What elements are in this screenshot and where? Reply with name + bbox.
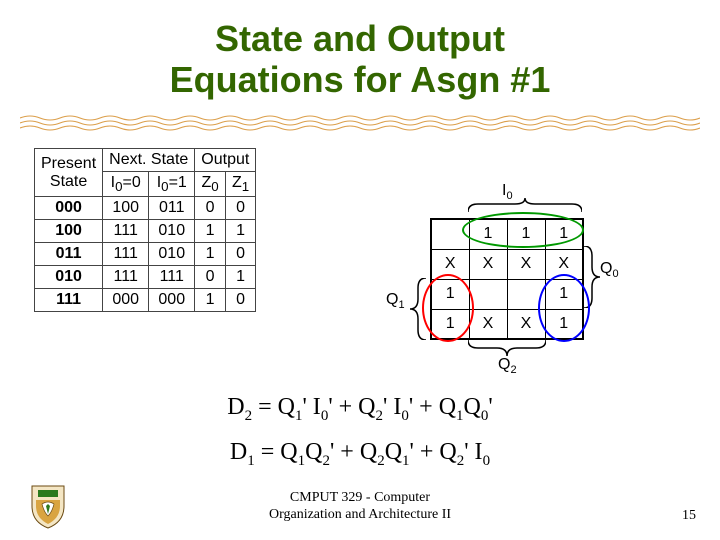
kmap: I0 Q0 Q1 Q2 111XXXX111XX1 [382,188,672,388]
table-cell: 111 [35,289,103,312]
kmap-cell: 1 [545,279,583,309]
th-present-state: PresentState [35,149,103,197]
table-cell: 000 [149,289,195,312]
table-cell: 100 [103,197,149,220]
th-next-state: Next. State [103,149,195,172]
table-cell: 1 [195,289,226,312]
kmap-cell: 1 [431,309,469,339]
brace-left [410,278,426,340]
equation-d2: D2 = Q1' I0' + Q2' I0' + Q1Q0' [0,394,720,425]
kmap-cell: 1 [469,219,507,249]
state-table: PresentState Next. State Output I0=0 I0=… [34,148,256,312]
kmap-cell [431,219,469,249]
table-cell: 111 [103,243,149,266]
table-header-row-1: PresentState Next. State Output [35,149,256,172]
brace-top [468,198,582,214]
table-cell: 111 [149,266,195,289]
kmap-cell [469,279,507,309]
kmap-cell: 1 [431,279,469,309]
title-underline [20,114,700,132]
table-cell: 011 [149,197,195,220]
table-cell: 010 [149,220,195,243]
table-cell: 111 [103,220,149,243]
table-cell: 000 [35,197,103,220]
kmap-cell: X [507,249,545,279]
kmap-label-left: Q1 [386,291,405,311]
table-cell: 111 [103,266,149,289]
kmap-label-bottom: Q2 [498,356,517,376]
brace-bottom [468,340,546,356]
title-line-1: State and Output [0,18,720,59]
table-cell: 1 [195,220,226,243]
kmap-cell: 1 [507,219,545,249]
table-row: 00010001100 [35,197,256,220]
table-cell: 000 [103,289,149,312]
kmap-cell: 1 [545,219,583,249]
table-cell: 1 [195,243,226,266]
table-row: 10011101011 [35,220,256,243]
kmap-cell: 1 [545,309,583,339]
th-i0-1: I0=1 [149,172,195,197]
kmap-grid: 111XXXX111XX1 [430,218,584,340]
th-z1: Z1 [225,172,256,197]
table-cell: 0 [195,266,226,289]
kmap-label-right: Q0 [600,260,619,280]
th-i0-0: I0=0 [103,172,149,197]
table-cell: 0 [225,289,256,312]
table-cell: 0 [225,197,256,220]
table-cell: 1 [225,220,256,243]
kmap-label-top: I0 [502,182,513,202]
th-output: Output [195,149,256,172]
kmap-cell [507,279,545,309]
th-z0: Z0 [195,172,226,197]
title-line-2: Equations for Asgn #1 [0,59,720,100]
slide-title: State and Output Equations for Asgn #1 [0,0,720,101]
table-cell: 0 [225,243,256,266]
kmap-cell: X [469,249,507,279]
equation-d1: D1 = Q1Q2' + Q2Q1' + Q2' I0 [0,439,720,470]
kmap-cell: X [507,309,545,339]
kmap-cell: X [545,249,583,279]
footer-line-2: Organization and Architecture II [269,507,451,522]
table-cell: 011 [35,243,103,266]
kmap-cell: X [431,249,469,279]
table-cell: 1 [225,266,256,289]
footer-line-1: CMPUT 329 - Computer [290,490,430,505]
table-cell: 010 [149,243,195,266]
table-row: 11100000010 [35,289,256,312]
table-row: 01111101010 [35,243,256,266]
equations: D2 = Q1' I0' + Q2' I0' + Q1Q0' D1 = Q1Q2… [0,390,720,484]
brace-right [584,246,600,308]
kmap-cell: X [469,309,507,339]
table-cell: 0 [195,197,226,220]
slide-number: 15 [682,508,696,524]
table-row: 01011111101 [35,266,256,289]
table-cell: 010 [35,266,103,289]
footer: CMPUT 329 - Computer Organization and Ar… [0,490,720,524]
table-cell: 100 [35,220,103,243]
